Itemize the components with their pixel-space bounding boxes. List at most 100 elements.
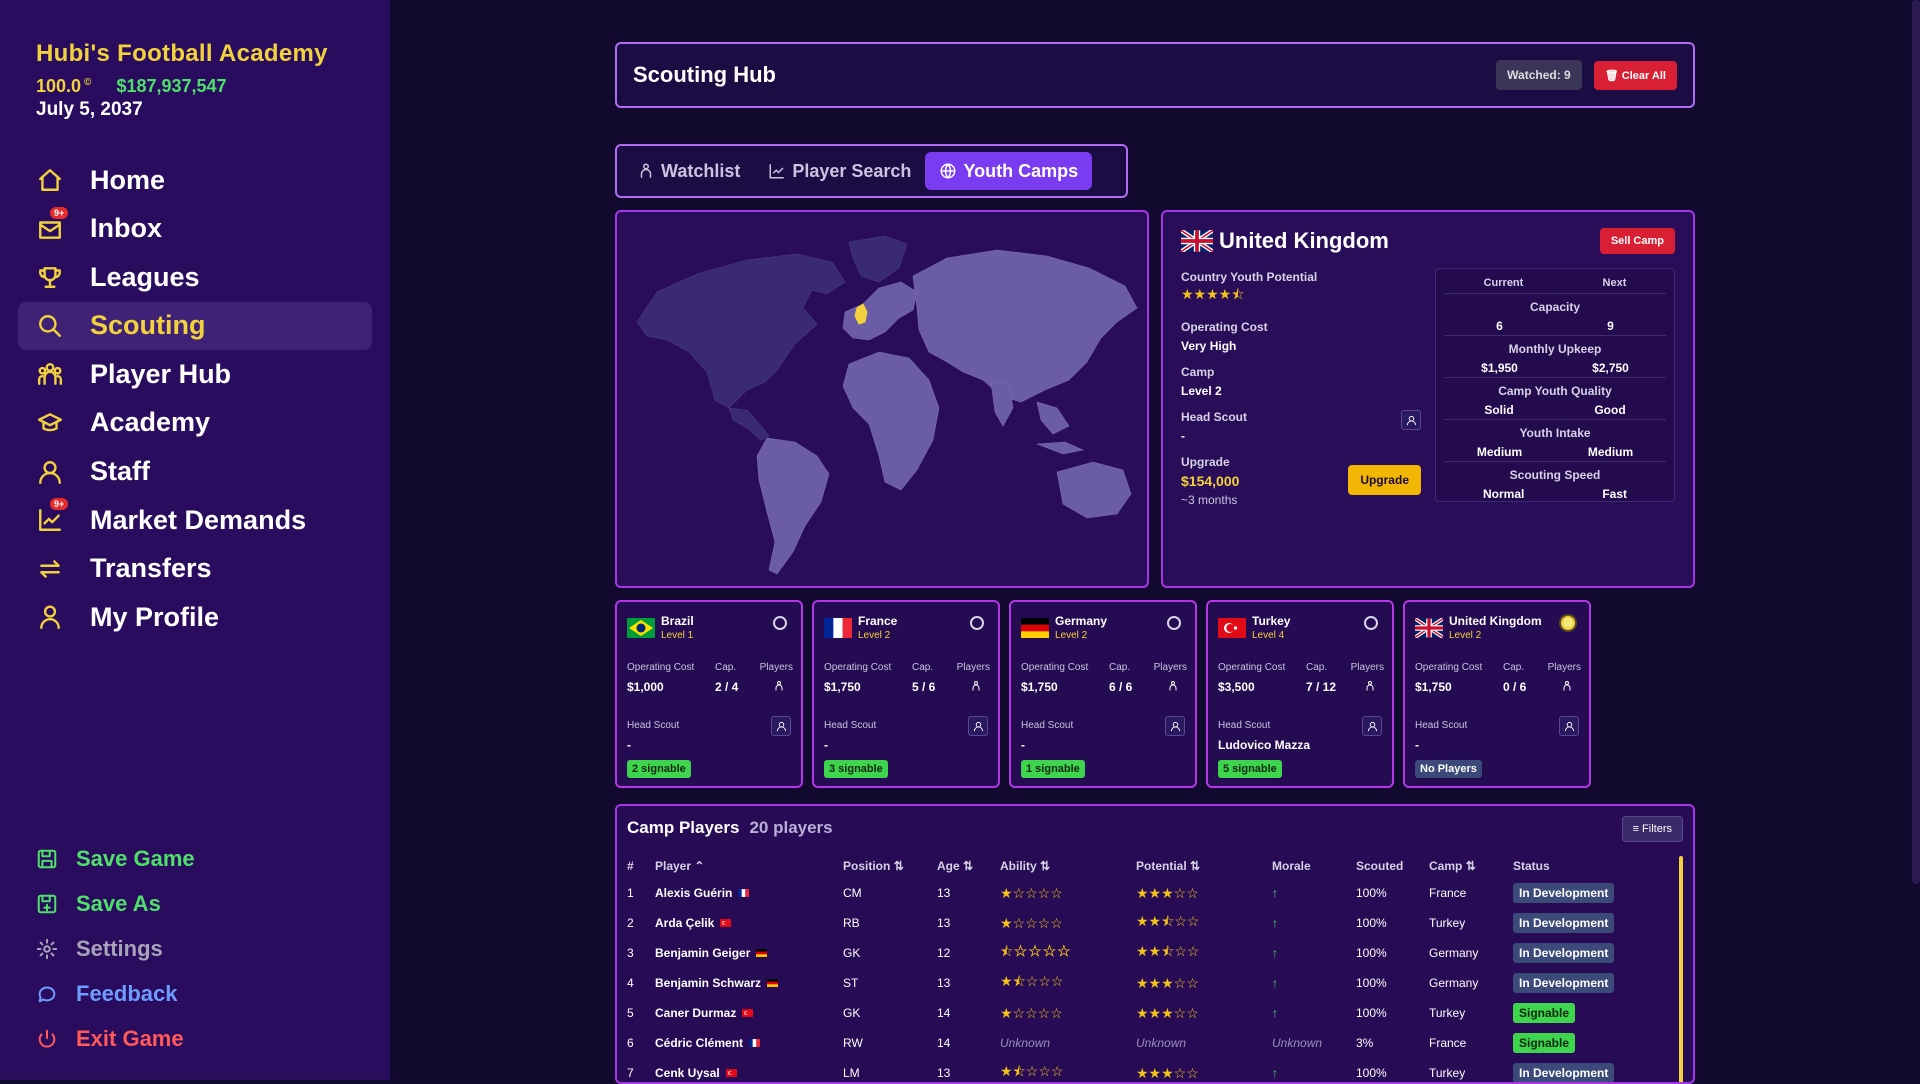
trophy-icon (36, 263, 64, 291)
players-icon[interactable] (1167, 680, 1179, 695)
signable-badge: No Players (1415, 760, 1482, 778)
status-badge: In Development (1513, 973, 1615, 993)
morale-cell: ↑ (1272, 946, 1278, 960)
nav-inbox[interactable]: 9+ Inbox (18, 205, 372, 253)
camp-select-radio[interactable] (1364, 616, 1378, 630)
table-row[interactable]: 7 Cenk Uysal LM 13 ★⯪☆☆☆ ★★★☆☆ ↑ 100% Turkey In D… (627, 1058, 1667, 1082)
settings-button[interactable]: Settings (36, 926, 195, 971)
potential-cell: ★★⯪☆☆ (1136, 913, 1200, 929)
nav-home[interactable]: Home (18, 156, 372, 204)
scouted-cell: 3% (1356, 1036, 1374, 1050)
continent-india (990, 381, 1014, 427)
player-name-cell[interactable]: Caner Durmaz (655, 998, 843, 1028)
save-as-button[interactable]: Save As (36, 881, 195, 926)
uk-flag-icon (1181, 230, 1213, 252)
player-name-cell[interactable]: Cenk Uysal (655, 1058, 843, 1082)
page-scrollbar[interactable] (1912, 0, 1920, 884)
scouted-cell: 100% (1356, 946, 1387, 960)
exit-game-button[interactable]: Exit Game (36, 1016, 195, 1061)
sell-camp-button[interactable]: Sell Camp (1599, 228, 1675, 254)
col-age[interactable]: Age ⇅ (937, 859, 974, 873)
table-row[interactable]: 3 Benjamin Geiger GK 12 ⯪☆☆☆☆ ★★⯪☆☆ ↑ 100% Germa… (627, 938, 1667, 968)
nav-academy[interactable]: Academy (18, 399, 372, 447)
ability-cell: ★☆☆☆☆ (1000, 1004, 1063, 1021)
players-icon[interactable] (1561, 680, 1573, 695)
assign-scout-button[interactable] (1559, 716, 1579, 736)
user-icon (36, 458, 64, 486)
player-name-cell[interactable]: Cédric Clément (655, 1028, 843, 1058)
nav-scouting[interactable]: Scouting (18, 301, 372, 350)
col-player[interactable]: Player ⌃ (655, 859, 705, 873)
camp-card-germany[interactable]: Germany Level 2 Operating Cost Cap. Player… (1009, 600, 1197, 788)
nav-market-demands[interactable]: 9+ Market Demands (18, 496, 372, 544)
status-cell: Signable (1513, 998, 1667, 1028)
continent-australia (1056, 461, 1132, 519)
row-number: 3 (627, 946, 634, 960)
uk-highlight (854, 303, 868, 325)
user-icon (1367, 721, 1377, 731)
tab-youth-camps[interactable]: Youth Camps (925, 152, 1093, 190)
assign-scout-button[interactable] (1165, 716, 1185, 736)
user-icon (1406, 415, 1416, 425)
camp-card-france[interactable]: France Level 2 Operating Cost Cap. Players… (812, 600, 1000, 788)
table-scrollbar[interactable] (1679, 856, 1683, 1082)
france-flag-icon (824, 618, 852, 638)
player-name-cell[interactable]: Benjamin Geiger (655, 938, 843, 968)
world-map[interactable] (615, 210, 1149, 588)
camp-card-united-kingdom[interactable]: United Kingdom Level 2 Operating Cost Cap… (1403, 600, 1591, 788)
feedback-button[interactable]: Feedback (36, 971, 195, 1016)
players-icon[interactable] (1364, 680, 1376, 695)
assign-scout-button[interactable] (968, 716, 988, 736)
continent-greenland (848, 235, 908, 283)
camp-select-radio-selected[interactable] (1561, 616, 1575, 630)
player-name-cell[interactable]: Benjamin Schwarz (655, 968, 843, 998)
player-name-cell[interactable]: Alexis Guérin (655, 878, 843, 908)
players-icon[interactable] (773, 680, 785, 695)
filters-button[interactable]: ≡ Filters (1621, 816, 1683, 842)
status-badge: In Development (1513, 943, 1615, 963)
assign-scout-button[interactable] (771, 716, 791, 736)
save-game-button[interactable]: Save Game (36, 836, 195, 881)
table-row[interactable]: 4 Benjamin Schwarz ST 13 ★⯪☆☆☆ ★★★☆☆ ↑ 100% Germ… (627, 968, 1667, 998)
camp-select-radio[interactable] (970, 616, 984, 630)
player-name-cell[interactable]: Arda Çelik (655, 908, 843, 938)
col-ability[interactable]: Ability ⇅ (1000, 859, 1051, 873)
table-row[interactable]: 2 Arda Çelik RB 13 ★☆☆☆☆ ★★⯪☆☆ ↑ 100% Turkey In D… (627, 908, 1667, 938)
user-icon (1170, 721, 1180, 731)
position-cell: GK (843, 1006, 861, 1020)
camp-select-radio[interactable] (773, 616, 787, 630)
table-row[interactable]: 5 Caner Durmaz GK 14 ★☆☆☆☆ ★★★☆☆ ↑ 100% Turkey Si… (627, 998, 1667, 1028)
nav-transfers[interactable]: Transfers (18, 545, 372, 593)
reputation-icon: © (84, 77, 92, 88)
tab-player-search[interactable]: Player Search (754, 152, 925, 190)
balance-value: $187,937,547 (116, 76, 227, 96)
sidebar: Hubi's Football Academy 100.0 © $187,937,… (0, 0, 390, 1080)
gear-icon (36, 938, 58, 959)
potential-stars: ★★★★⯪ (1181, 286, 1245, 302)
col-potential[interactable]: Potential ⇅ (1136, 859, 1201, 873)
continent-southeast-asia (1036, 401, 1070, 435)
nav-player-hub[interactable]: Player Hub (18, 350, 372, 398)
col-scouted: Scouted (1356, 859, 1404, 873)
assign-scout-button[interactable] (1401, 410, 1421, 430)
assign-scout-button[interactable] (1362, 716, 1382, 736)
players-icon[interactable] (970, 680, 982, 695)
nationality-flag-icon (738, 886, 750, 900)
col-position[interactable]: Position ⇅ (843, 859, 904, 873)
col-camp[interactable]: Camp ⇅ (1429, 859, 1476, 873)
camp-select-radio[interactable] (1167, 616, 1181, 630)
camp-card-brazil[interactable]: Brazil Level 1 Operating Cost Cap. Players… (615, 600, 803, 788)
turkey-flag-icon (1218, 618, 1246, 638)
uk-flag-icon (1415, 618, 1443, 638)
camp-card-turkey[interactable]: Turkey Level 4 Operating Cost Cap. Players… (1206, 600, 1394, 788)
table-row[interactable]: 1 Alexis Guérin CM 13 ★☆☆☆☆ ★★★☆☆ ↑ 100% France I… (627, 878, 1667, 908)
position-cell: ST (843, 976, 859, 990)
nav-my-profile[interactable]: My Profile (18, 593, 372, 641)
morale-cell: ↑ (1272, 1006, 1278, 1020)
upgrade-button[interactable]: Upgrade (1348, 465, 1421, 495)
table-row[interactable]: 6 Cédric Clément RW 14 Unknown Unknown Unknown… (627, 1028, 1667, 1058)
tab-watchlist[interactable]: Watchlist (623, 152, 754, 190)
clear-all-button[interactable]: 🗑 Clear All (1593, 60, 1677, 90)
nav-staff[interactable]: Staff (18, 448, 372, 496)
nav-leagues[interactable]: Leagues (18, 253, 372, 301)
